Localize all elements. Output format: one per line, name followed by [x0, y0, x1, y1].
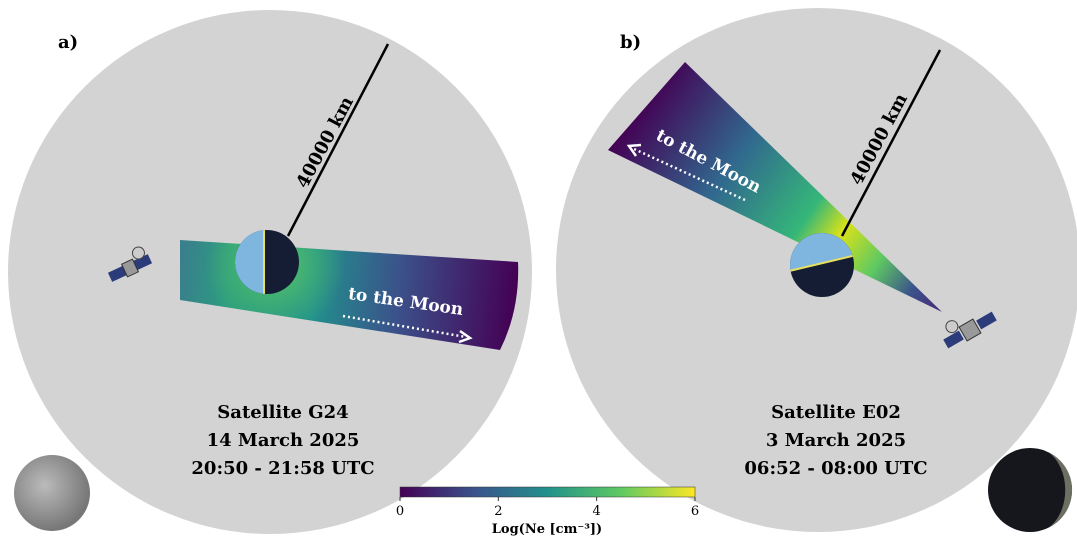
colorbar-label: Log(Ne [cm⁻³]) — [492, 522, 602, 537]
colorbar-tick-label: 2 — [494, 504, 502, 519]
colorbar-ticks: 0 2 4 6 — [396, 497, 699, 519]
time-range: 06:52 - 08:00 UTC — [744, 458, 927, 479]
date: 3 March 2025 — [766, 430, 906, 451]
colorbar-tick-label: 4 — [593, 504, 601, 519]
colorbar — [400, 487, 695, 497]
time-range: 20:50 - 21:58 UTC — [191, 458, 374, 479]
figure: a) 40000 km to the Moon Satellite G24 14… — [0, 0, 1077, 539]
date: 14 March 2025 — [207, 430, 360, 451]
moon-phase — [14, 455, 90, 531]
colorbar-tick-label: 6 — [691, 504, 699, 519]
satellite-name: Satellite E02 — [771, 402, 901, 423]
panel-label: a) — [58, 32, 78, 53]
colorbar-tick-label: 0 — [396, 504, 404, 519]
satellite-name: Satellite G24 — [217, 402, 348, 423]
panel-label: b) — [620, 32, 641, 53]
moon-phase — [988, 448, 1072, 532]
